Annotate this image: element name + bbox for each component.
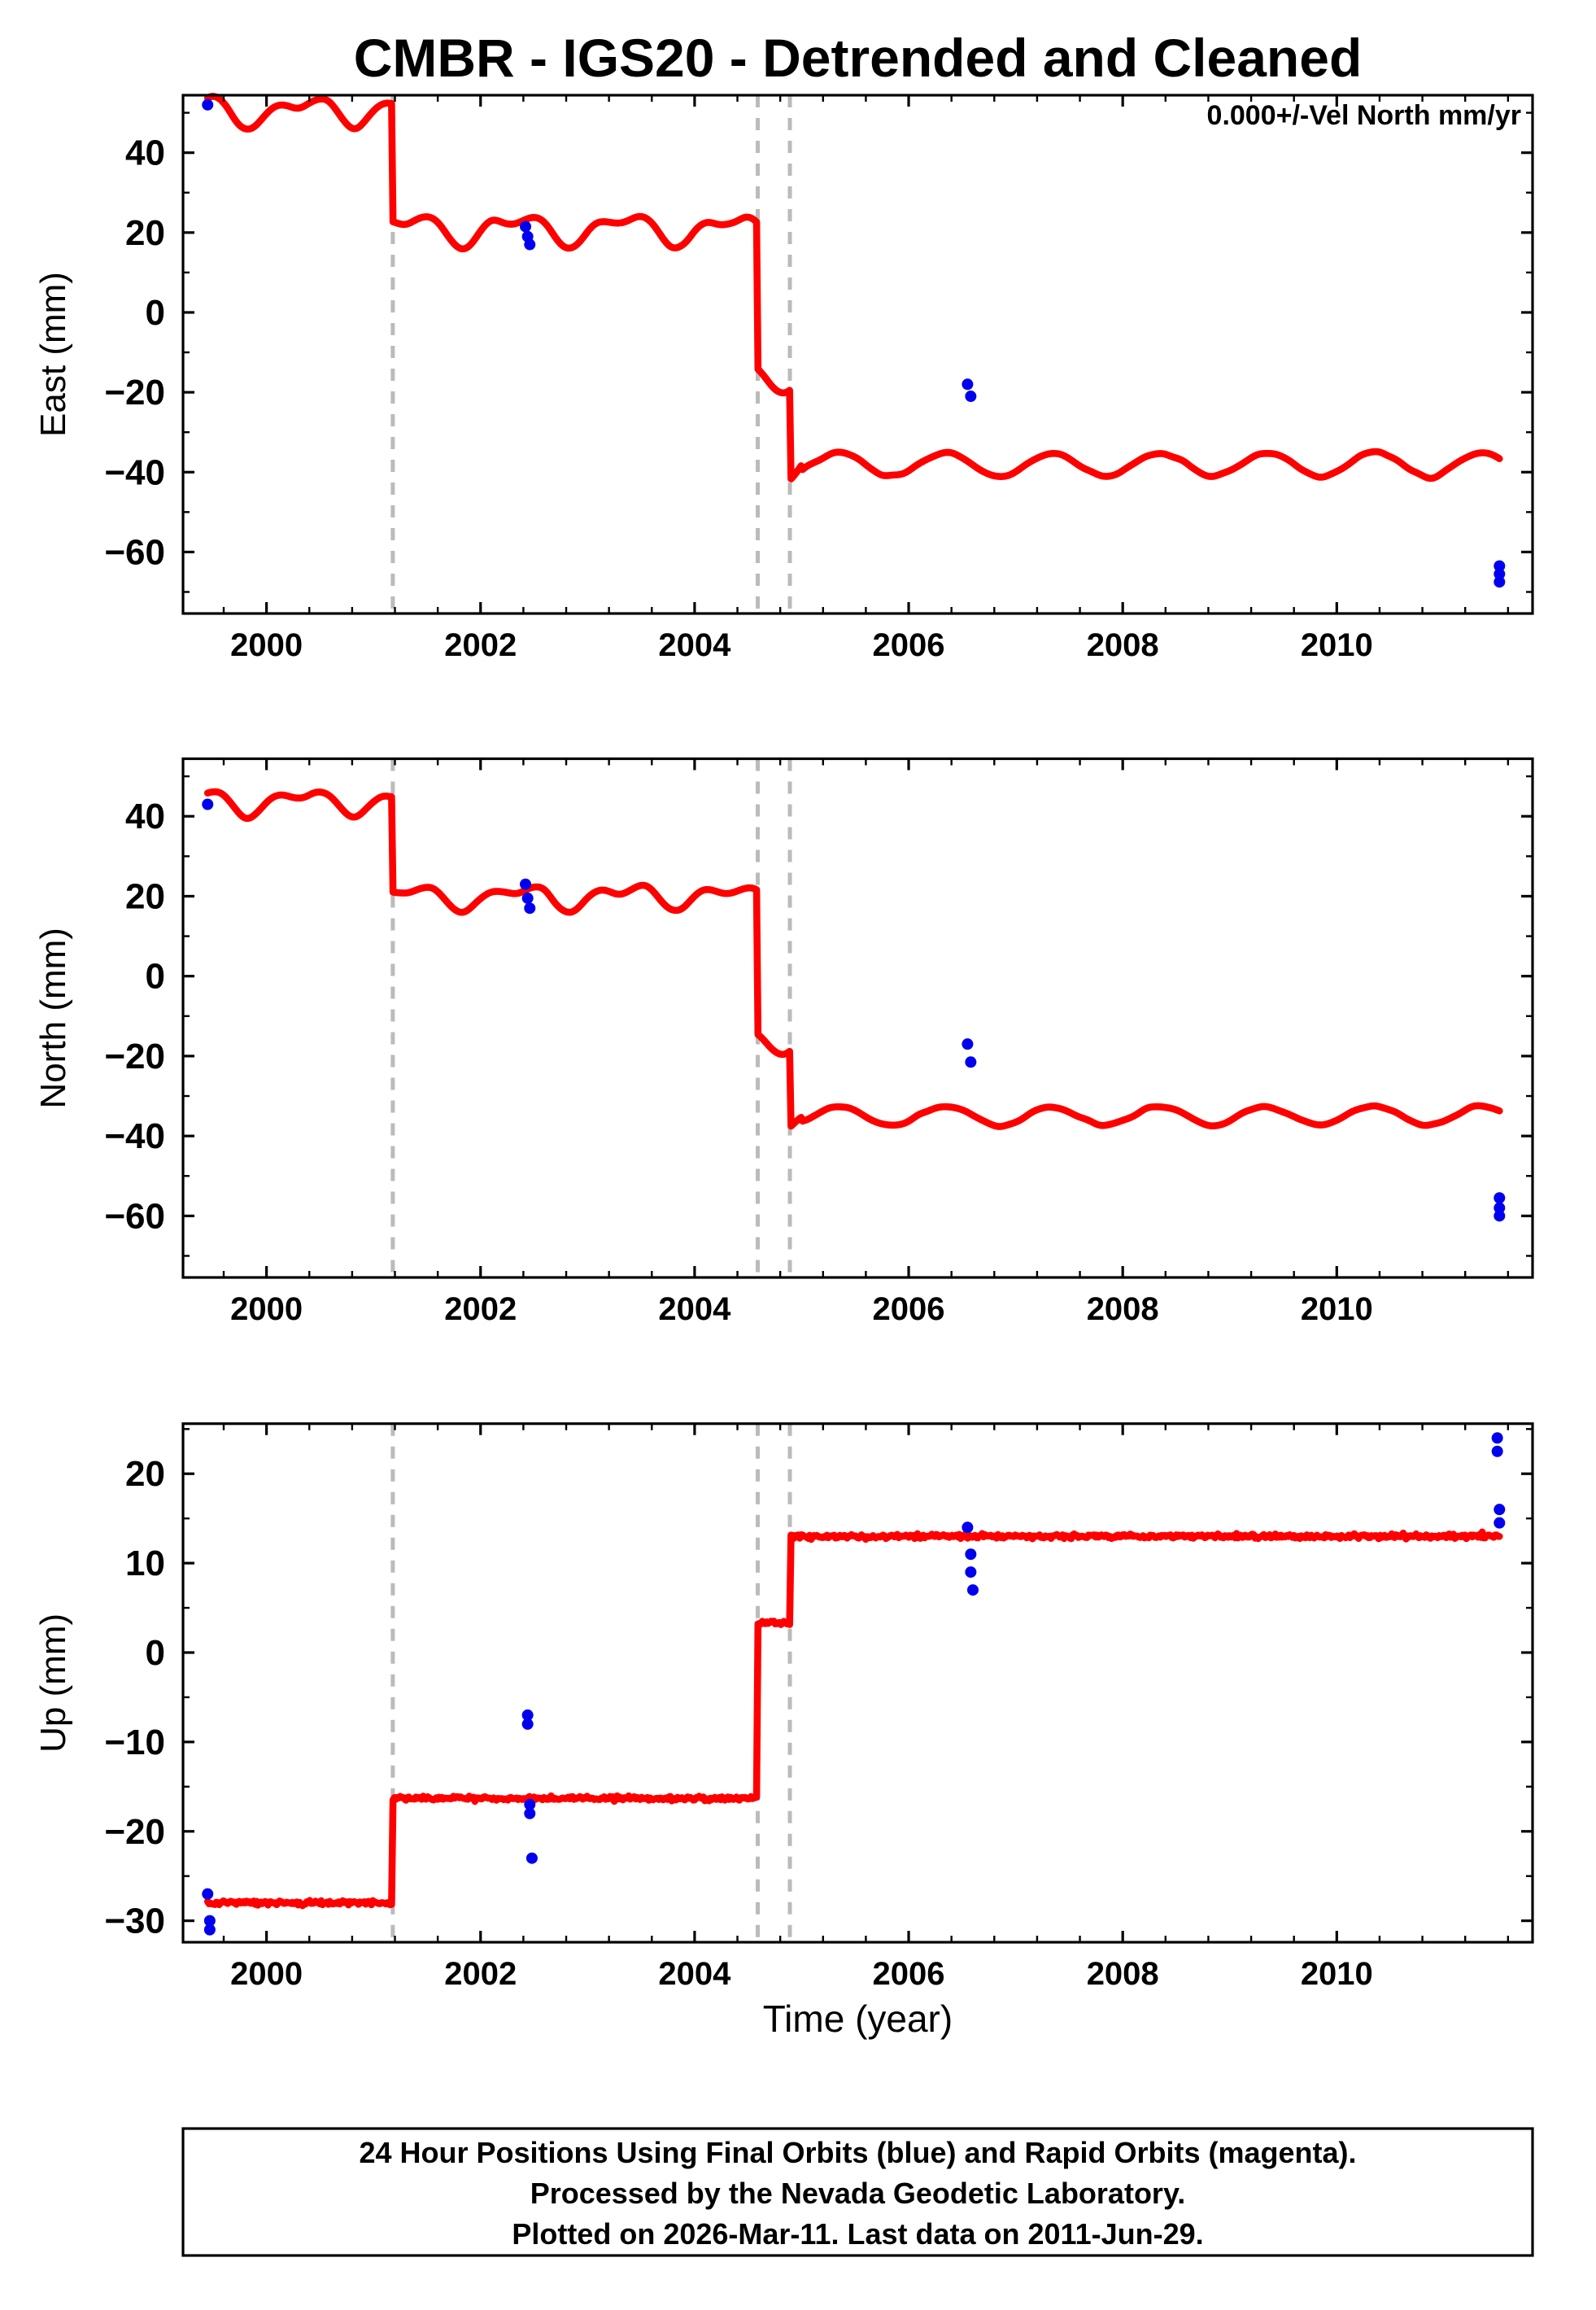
svg-text:CMBR - IGS20 - Detrended and C: CMBR - IGS20 - Detrended and Cleaned	[354, 28, 1363, 88]
svg-text:24 Hour Positions Using Final: 24 Hour Positions Using Final Orbits (bl…	[359, 2136, 1356, 2169]
svg-text:North (mm): North (mm)	[33, 928, 73, 1108]
svg-text:−20: −20	[104, 1037, 165, 1076]
svg-text:Up (mm): Up (mm)	[33, 1614, 73, 1753]
svg-text:2010: 2010	[1301, 1291, 1373, 1327]
svg-text:0: 0	[146, 293, 165, 333]
svg-text:0: 0	[146, 1633, 165, 1673]
svg-text:20: 20	[125, 213, 165, 253]
svg-text:20: 20	[125, 1454, 165, 1494]
svg-text:2010: 2010	[1301, 627, 1373, 663]
svg-text:40: 40	[125, 797, 165, 836]
svg-text:Plotted on 2026-Mar-11. Last d: Plotted on 2026-Mar-11. Last data on 201…	[512, 2217, 1203, 2251]
svg-text:2006: 2006	[873, 1291, 945, 1327]
svg-text:−20: −20	[104, 373, 165, 413]
svg-text:2006: 2006	[873, 1956, 945, 1992]
svg-text:0.000+/-Vel North mm/yr: 0.000+/-Vel North mm/yr	[1207, 100, 1521, 131]
svg-text:−40: −40	[104, 1116, 165, 1156]
svg-text:−60: −60	[104, 532, 165, 572]
svg-text:2006: 2006	[873, 627, 945, 663]
svg-text:2008: 2008	[1087, 1291, 1159, 1327]
svg-text:−30: −30	[104, 1902, 165, 1941]
svg-text:2000: 2000	[230, 627, 303, 663]
svg-text:2008: 2008	[1087, 627, 1159, 663]
svg-text:40: 40	[125, 133, 165, 173]
svg-text:2004: 2004	[658, 627, 731, 663]
svg-text:−40: −40	[104, 452, 165, 492]
svg-text:2008: 2008	[1087, 1956, 1159, 1992]
svg-text:−10: −10	[104, 1723, 165, 1762]
svg-text:20: 20	[125, 876, 165, 916]
svg-text:2002: 2002	[444, 627, 517, 663]
svg-text:−20: −20	[104, 1812, 165, 1852]
svg-text:2000: 2000	[230, 1956, 303, 1992]
svg-text:0: 0	[146, 957, 165, 997]
svg-text:10: 10	[125, 1544, 165, 1583]
svg-text:−60: −60	[104, 1196, 165, 1236]
svg-text:2000: 2000	[230, 1291, 303, 1327]
svg-text:2004: 2004	[658, 1956, 731, 1992]
svg-text:2010: 2010	[1301, 1956, 1373, 1992]
svg-text:Processed by the Nevada Geodet: Processed by the Nevada Geodetic Laborat…	[530, 2177, 1186, 2210]
svg-text:2002: 2002	[444, 1956, 517, 1992]
svg-text:2004: 2004	[658, 1291, 731, 1327]
svg-text:Time (year): Time (year)	[763, 1998, 953, 2040]
svg-text:East (mm): East (mm)	[33, 272, 73, 437]
svg-text:2002: 2002	[444, 1291, 517, 1327]
